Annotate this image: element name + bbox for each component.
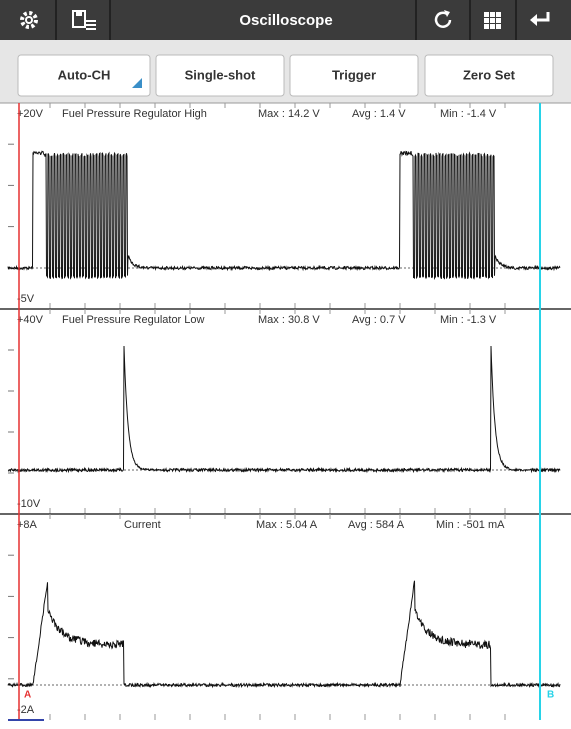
button[interactable]	[289, 54, 419, 97]
refresh-icon[interactable]	[434, 10, 452, 28]
min-value: Min : -1.3 V	[440, 314, 497, 326]
button[interactable]	[17, 54, 151, 97]
waveform-ch1	[7, 150, 561, 281]
back-icon[interactable]	[530, 12, 550, 26]
button[interactable]	[155, 54, 285, 97]
button-label[interactable]: Trigger	[332, 67, 376, 82]
channel-name: Fuel Pressure Regulator High	[62, 108, 207, 120]
toolbar-separators	[55, 0, 517, 40]
avg-value: Avg : 584 A	[348, 519, 405, 531]
button-label[interactable]: Single-shot	[185, 67, 256, 82]
max-value: Max : 14.2 V	[258, 108, 320, 120]
scale-bottom: -10V	[17, 498, 41, 510]
waveform-ch3	[7, 580, 561, 689]
avg-value: Avg : 1.4 V	[352, 108, 406, 120]
min-value: Min : -1.4 V	[440, 108, 497, 120]
scale-top: +8A	[17, 519, 38, 531]
button-label[interactable]: Auto-CH	[58, 67, 111, 82]
scale-top: +40V	[17, 314, 44, 326]
min-value: Min : -501 mA	[436, 519, 505, 531]
grid-icon[interactable]	[484, 12, 501, 29]
cursor-a-label: A	[24, 690, 31, 701]
cursor-b-label: B	[547, 690, 554, 701]
max-value: Max : 30.8 V	[258, 314, 320, 326]
save-icon[interactable]	[72, 10, 96, 30]
title: Oscilloscope	[239, 12, 332, 29]
waveform-ch2	[7, 345, 561, 474]
channel-name: Current	[124, 519, 161, 531]
dropdown-indicator	[132, 78, 142, 88]
max-value: Max : 5.04 A	[256, 519, 318, 531]
avg-value: Avg : 0.7 V	[352, 314, 406, 326]
scale-bottom: -2A	[17, 704, 35, 716]
channel-name: Fuel Pressure Regulator Low	[62, 314, 205, 326]
button-label[interactable]: Zero Set	[463, 67, 516, 82]
scale-bottom: -5V	[17, 293, 35, 305]
settings-icon[interactable]	[20, 11, 38, 29]
button[interactable]	[424, 54, 554, 97]
scale-top: +20V	[17, 108, 44, 120]
